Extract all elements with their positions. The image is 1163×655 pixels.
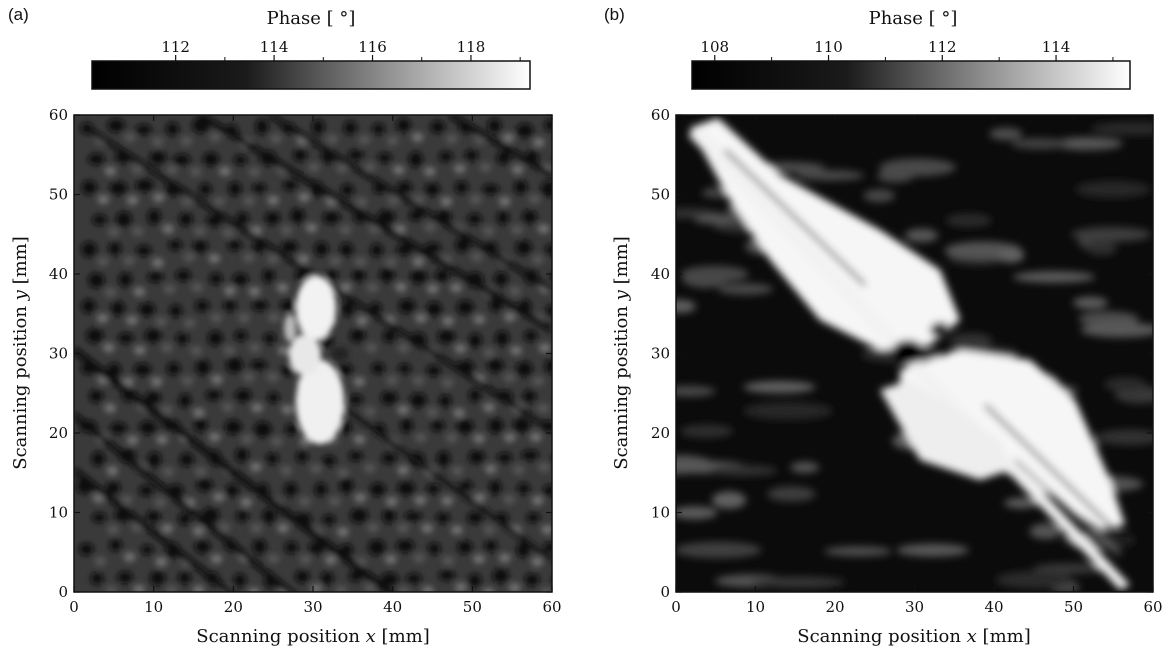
panel-letter-a: (a) bbox=[8, 5, 29, 24]
x-tick-label-b: 40 bbox=[984, 598, 1003, 616]
colorbar-gradient-a bbox=[91, 60, 531, 90]
y-tick-label-a: 40 bbox=[49, 265, 68, 283]
y-tick-label-b: 10 bbox=[651, 504, 670, 522]
heatmap-a bbox=[74, 115, 552, 592]
axes-b: 0 10 20 30 40 50 60 0 10 20 30 40 50 60 bbox=[651, 106, 1163, 616]
colorbar-b: 108 110 112 114 bbox=[691, 38, 1131, 90]
colorbar-ticks-b: 108 110 112 114 bbox=[700, 38, 1114, 61]
y-tick-label-b: 60 bbox=[651, 106, 670, 124]
y-tick-label-a: 20 bbox=[49, 424, 68, 442]
y-tick-label-a: 0 bbox=[58, 583, 68, 601]
colorbar-tick-label-a: 114 bbox=[260, 38, 289, 56]
y-tick-label-b: 40 bbox=[651, 265, 670, 283]
colorbar-title-a: Phase [ °] bbox=[267, 8, 356, 29]
y-axis-title-a: Scanning position y [mm] bbox=[10, 236, 31, 470]
x-axis-title-b: Scanning position x [mm] bbox=[797, 626, 1030, 647]
y-axis-title-b: Scanning position y [mm] bbox=[611, 236, 632, 470]
y-tick-label-a: 60 bbox=[49, 106, 68, 124]
x-tick-label-a: 30 bbox=[303, 598, 322, 616]
x-tick-label-b: 10 bbox=[746, 598, 765, 616]
colorbar-tick-label-a: 118 bbox=[457, 38, 486, 56]
panel-a: (a) Phase [ °] 112 114 116 118 bbox=[8, 5, 562, 647]
panel-letter-b: (b) bbox=[604, 5, 625, 24]
colorbar-title-b: Phase [ °] bbox=[869, 8, 958, 29]
y-tick-label-b: 20 bbox=[651, 424, 670, 442]
x-tick-label-b: 0 bbox=[671, 598, 681, 616]
colorbar-tick-label-b: 112 bbox=[928, 38, 957, 56]
colorbar-tick-label-a: 116 bbox=[358, 38, 387, 56]
y-tick-label-a: 10 bbox=[49, 504, 68, 522]
x-tick-label-b: 50 bbox=[1064, 598, 1083, 616]
colorbar-tick-label-a: 112 bbox=[161, 38, 190, 56]
colorbar-a: 112 114 116 118 bbox=[91, 38, 531, 90]
panel-b: (b) Phase [ °] 108 110 112 114 bbox=[604, 5, 1163, 647]
x-tick-label-b: 20 bbox=[825, 598, 844, 616]
colorbar-tick-label-b: 114 bbox=[1042, 38, 1071, 56]
y-tick-label-b: 0 bbox=[660, 583, 670, 601]
y-tick-label-b: 50 bbox=[651, 186, 670, 204]
colorbar-tick-label-b: 108 bbox=[700, 38, 729, 56]
x-tick-label-a: 40 bbox=[383, 598, 402, 616]
x-tick-label-a: 50 bbox=[463, 598, 482, 616]
x-tick-label-a: 60 bbox=[542, 598, 561, 616]
x-tick-label-b: 30 bbox=[905, 598, 924, 616]
x-tick-label-b: 60 bbox=[1143, 598, 1162, 616]
colorbar-tick-label-b: 110 bbox=[814, 38, 843, 56]
heatmap-b bbox=[676, 115, 1153, 592]
axes-a: 0 10 20 30 40 50 60 0 10 20 30 40 50 60 bbox=[49, 106, 562, 616]
x-tick-label-a: 20 bbox=[224, 598, 243, 616]
colorbar-gradient-b bbox=[691, 60, 1131, 90]
colorbar-ticks-a: 112 114 116 118 bbox=[161, 38, 521, 61]
x-tick-label-a: 0 bbox=[69, 598, 79, 616]
x-axis-title-a: Scanning position x [mm] bbox=[196, 626, 429, 647]
y-tick-label-a: 30 bbox=[49, 345, 68, 363]
y-tick-label-b: 30 bbox=[651, 345, 670, 363]
y-tick-label-a: 50 bbox=[49, 186, 68, 204]
x-tick-label-a: 10 bbox=[144, 598, 163, 616]
